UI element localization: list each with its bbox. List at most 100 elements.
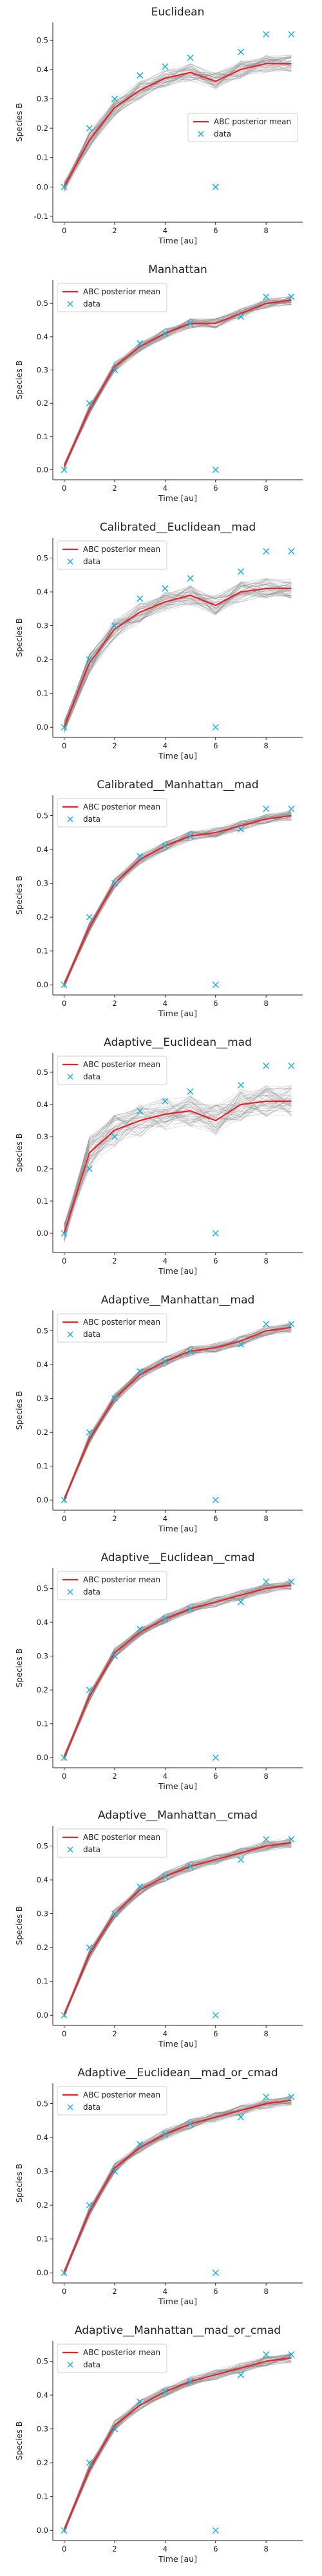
sample-trajectory <box>64 2358 292 2529</box>
sample-trajectory <box>64 300 292 464</box>
y-tick-label: 0.2 <box>37 913 48 922</box>
legend: ABC posterior mean data <box>57 1313 167 1343</box>
x-axis-label: Time [au] <box>158 1266 197 1276</box>
sample-trajectory <box>64 1584 292 1761</box>
sample-trajectory <box>64 295 292 466</box>
legend-swatch-data <box>67 1589 73 1595</box>
legend-frame <box>57 2086 167 2116</box>
sample-trajectory <box>64 1839 292 2016</box>
sample-trajectory <box>64 2353 292 2528</box>
sample-trajectory <box>64 2353 292 2532</box>
sample-trajectory <box>64 2100 292 2275</box>
sample-trajectory <box>64 58 292 185</box>
legend-frame <box>57 2344 167 2373</box>
sample-trajectory <box>64 1086 292 1239</box>
sample-trajectory <box>64 299 292 468</box>
y-tick-label: 0.5 <box>37 2357 48 2366</box>
sample-trajectory <box>64 2102 292 2273</box>
sample-trajectory <box>64 1089 292 1226</box>
sample-trajectory <box>64 811 292 983</box>
legend-swatch-data <box>67 1846 73 1853</box>
data-point <box>288 1578 295 1586</box>
data-point <box>162 330 169 337</box>
x-tick-label: 4 <box>163 1772 167 1781</box>
chart-panel-8: Adaptive__Manhattan__cmad 0.0 0.1 0.2 0.3 0.4… <box>14 1809 303 2049</box>
sample-trajectory <box>64 1092 292 1228</box>
data-point <box>237 1341 245 1348</box>
sample-trajectory <box>64 1584 292 1756</box>
sample-trajectory <box>64 298 292 464</box>
posterior-samples <box>64 810 292 989</box>
data-point <box>237 826 245 833</box>
sample-trajectory <box>64 301 292 469</box>
legend: ABC posterior mean data <box>57 540 167 570</box>
data-point <box>187 575 194 582</box>
sample-trajectory <box>64 2358 292 2529</box>
sample-trajectory <box>64 1091 292 1242</box>
x-tick-label: 2 <box>112 1256 117 1265</box>
sample-trajectory <box>64 57 292 189</box>
data-point <box>237 2114 245 2121</box>
posterior-samples <box>64 1084 292 1243</box>
data-point <box>263 805 270 813</box>
sample-trajectory <box>64 1580 292 1756</box>
sample-trajectory <box>64 1088 292 1232</box>
sample-trajectory <box>64 297 292 467</box>
data-point <box>212 1229 219 1237</box>
sample-trajectory <box>64 1090 292 1233</box>
sample-trajectory <box>64 1581 292 1759</box>
sample-trajectory <box>64 2353 292 2531</box>
x-axis-label: Time [au] <box>158 2039 197 2049</box>
sample-trajectory <box>64 1088 292 1231</box>
sample-trajectory <box>64 813 292 987</box>
x-tick-label: 2 <box>112 999 117 1008</box>
x-tick-label: 2 <box>112 1514 117 1523</box>
data-point <box>111 1910 118 1917</box>
sample-trajectory <box>64 1329 292 1499</box>
data-point <box>61 1497 68 1504</box>
sample-trajectory <box>64 1096 292 1238</box>
sample-trajectory <box>64 810 292 984</box>
chart-title: Manhattan <box>148 263 207 276</box>
data-point <box>162 842 169 849</box>
sample-trajectory <box>64 1087 292 1230</box>
x-tick-label: 8 <box>264 226 269 235</box>
sample-trajectory <box>64 297 292 469</box>
sample-trajectory <box>64 61 292 187</box>
sample-trajectory <box>64 60 292 187</box>
sample-trajectory <box>64 1322 292 1497</box>
x-tick-label: 0 <box>62 741 66 750</box>
sample-trajectory <box>64 1086 292 1232</box>
sample-trajectory <box>64 2354 292 2533</box>
y-tick-label: 0.4 <box>37 587 48 596</box>
posterior-samples <box>64 1322 292 1504</box>
data-point <box>137 853 144 860</box>
sample-trajectory <box>64 298 292 469</box>
x-tick-label: 2 <box>112 2029 117 2038</box>
sample-trajectory <box>64 2101 292 2275</box>
sample-trajectory <box>64 1323 292 1503</box>
legend-label-data: data <box>83 815 100 824</box>
chart-title: Adaptive__Manhattan__mad <box>101 1294 255 1307</box>
sample-trajectory <box>64 1325 292 1502</box>
sample-trajectory <box>64 812 292 985</box>
sample-trajectory <box>64 1091 292 1231</box>
sample-trajectory <box>64 2098 292 2271</box>
posterior-mean-line <box>63 299 292 467</box>
sample-trajectory <box>64 57 292 186</box>
x-tick-label: 4 <box>163 1256 167 1265</box>
data-point <box>263 293 270 300</box>
data-markers <box>61 805 295 989</box>
sample-trajectory <box>64 55 292 183</box>
sample-trajectory <box>64 1585 292 1761</box>
sample-trajectory <box>64 1084 292 1236</box>
chart-title: Adaptive__Euclidean__mad_or_cmad <box>77 2067 278 2079</box>
y-tick-label: 0.0 <box>37 1753 48 1762</box>
sample-trajectory <box>64 1582 292 1757</box>
sample-trajectory <box>64 582 292 728</box>
data-point <box>86 400 93 407</box>
sample-trajectory <box>64 582 292 722</box>
sample-trajectory <box>64 1587 292 1756</box>
y-tick-label: 0.1 <box>37 2492 48 2501</box>
sample-trajectory <box>64 296 292 467</box>
